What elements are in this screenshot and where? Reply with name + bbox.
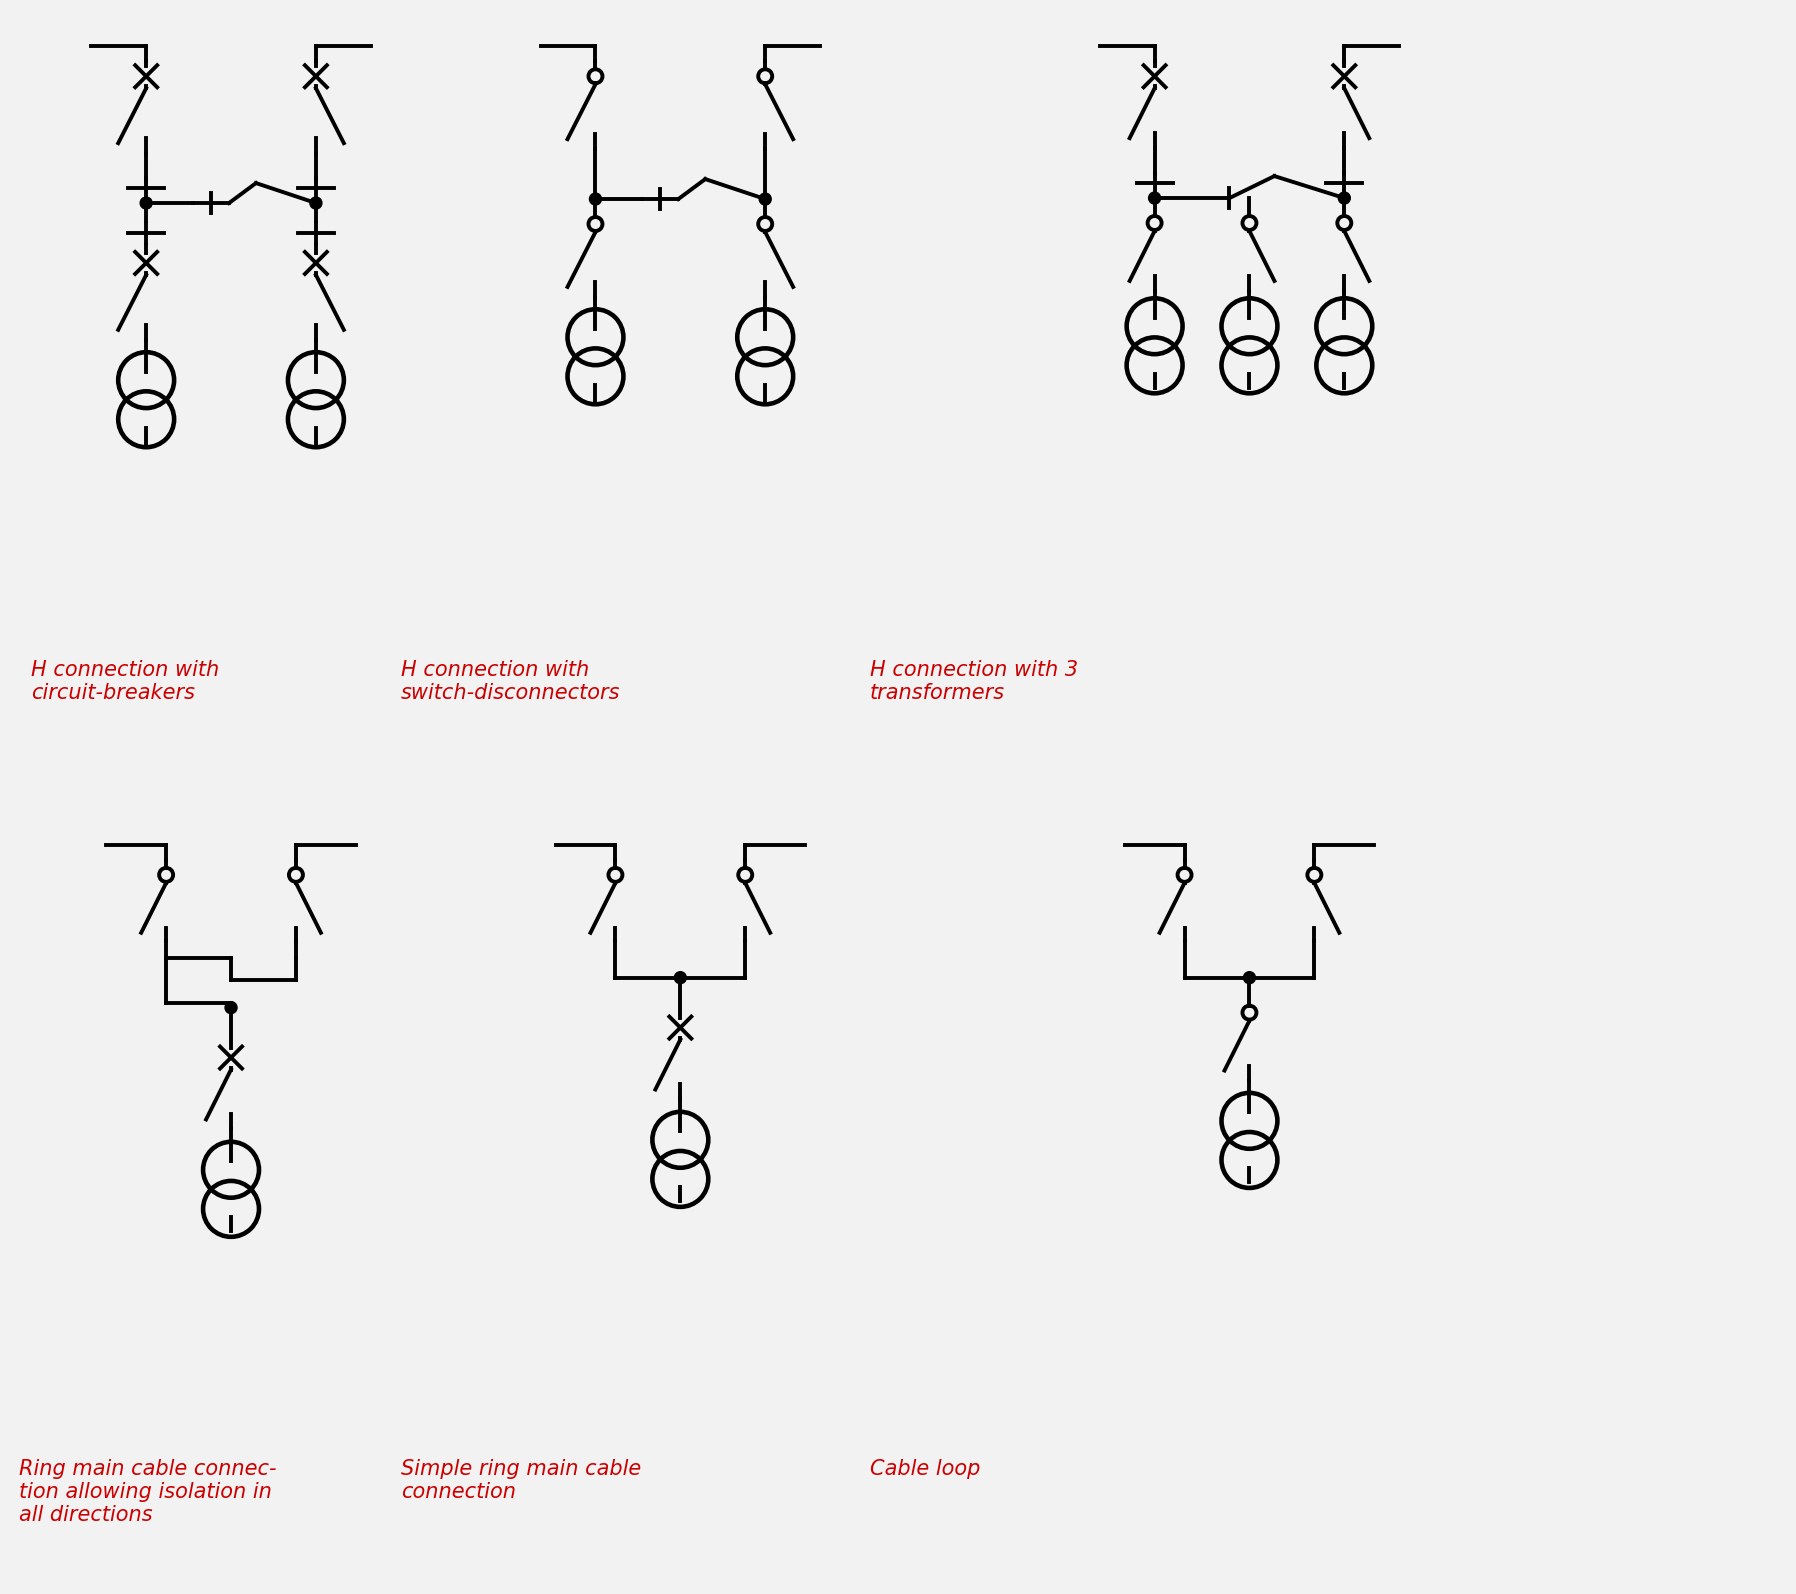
Circle shape [1149,191,1160,204]
Circle shape [224,1001,237,1014]
Circle shape [760,193,770,206]
Text: H connection with 3
transformers: H connection with 3 transformers [869,660,1078,703]
Circle shape [140,198,153,209]
Text: Ring main cable connec-
tion allowing isolation in
all directions: Ring main cable connec- tion allowing is… [20,1459,277,1525]
Text: H connection with
switch-disconnectors: H connection with switch-disconnectors [401,660,620,703]
Text: H connection with
circuit-breakers: H connection with circuit-breakers [31,660,219,703]
Circle shape [1243,972,1255,983]
Circle shape [1338,191,1351,204]
Text: Simple ring main cable
connection: Simple ring main cable connection [401,1459,641,1502]
Text: Cable loop: Cable loop [869,1459,981,1479]
Circle shape [311,198,321,209]
Circle shape [674,972,686,983]
Circle shape [589,193,602,206]
